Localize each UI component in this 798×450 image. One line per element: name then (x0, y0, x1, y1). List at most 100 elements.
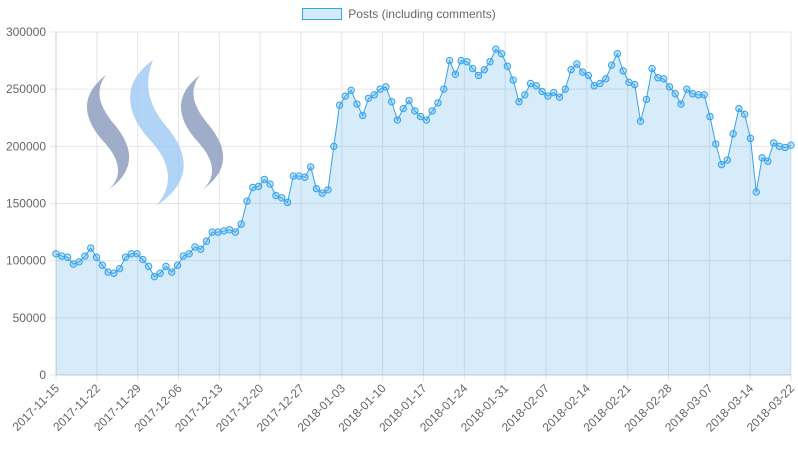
data-point[interactable] (283, 198, 292, 207)
data-point[interactable] (503, 62, 512, 71)
data-point[interactable] (231, 228, 240, 236)
data-point[interactable] (301, 173, 309, 181)
data-point[interactable] (688, 90, 697, 98)
data-point[interactable] (121, 253, 130, 261)
data-point[interactable] (434, 99, 442, 107)
data-point[interactable] (578, 68, 587, 76)
data-point[interactable] (260, 175, 269, 184)
data-point[interactable] (561, 85, 569, 93)
data-point[interactable] (428, 107, 436, 115)
data-point[interactable] (249, 183, 257, 192)
data-point[interactable] (399, 104, 407, 113)
data-point[interactable] (677, 100, 685, 108)
data-point[interactable] (700, 91, 708, 99)
data-point[interactable] (335, 101, 344, 109)
data-point[interactable] (266, 180, 274, 188)
data-point[interactable] (220, 227, 228, 235)
data-point[interactable] (359, 111, 367, 120)
data-point[interactable] (613, 50, 622, 58)
data-point[interactable] (347, 86, 355, 95)
data-point[interactable] (659, 75, 668, 83)
data-point[interactable] (364, 94, 373, 103)
data-point[interactable] (416, 112, 425, 121)
data-point[interactable] (440, 85, 448, 93)
data-point[interactable] (289, 172, 297, 180)
data-point[interactable] (631, 80, 639, 89)
data-point[interactable] (463, 58, 471, 66)
data-point[interactable] (243, 197, 251, 205)
data-point[interactable] (127, 250, 135, 258)
data-point[interactable] (509, 76, 517, 84)
data-point[interactable] (717, 160, 726, 169)
data-point[interactable] (150, 272, 159, 281)
data-point[interactable] (602, 75, 610, 83)
data-point[interactable] (573, 60, 581, 68)
data-point[interactable] (370, 91, 379, 99)
data-point[interactable] (619, 67, 627, 75)
data-point[interactable] (58, 252, 66, 260)
data-point[interactable] (81, 252, 89, 260)
data-point[interactable] (468, 64, 477, 73)
data-point[interactable] (486, 58, 494, 66)
data-point[interactable] (769, 139, 778, 147)
data-point[interactable] (550, 88, 558, 97)
data-point[interactable] (278, 194, 286, 202)
data-point[interactable] (324, 186, 332, 194)
data-point[interactable] (75, 258, 83, 266)
data-point[interactable] (87, 244, 95, 252)
data-point[interactable] (706, 112, 714, 121)
data-point[interactable] (694, 91, 703, 99)
data-point[interactable] (497, 50, 506, 58)
data-point[interactable] (133, 250, 141, 258)
data-point[interactable] (202, 237, 211, 245)
data-point[interactable] (555, 93, 564, 101)
data-point[interactable] (567, 66, 575, 74)
data-point[interactable] (382, 83, 390, 91)
data-point[interactable] (445, 56, 454, 65)
data-point[interactable] (405, 96, 413, 105)
data-point[interactable] (168, 268, 176, 276)
data-point[interactable] (330, 142, 338, 151)
data-point[interactable] (735, 104, 743, 113)
data-point[interactable] (110, 269, 118, 277)
data-point[interactable] (787, 141, 795, 149)
data-point[interactable] (746, 134, 755, 143)
data-point[interactable] (671, 90, 679, 98)
data-point[interactable] (596, 79, 604, 88)
data-point[interactable] (764, 157, 772, 165)
data-point[interactable] (341, 92, 350, 100)
data-point[interactable] (318, 189, 326, 197)
data-point[interactable] (538, 87, 546, 96)
data-point[interactable] (214, 228, 222, 236)
data-point[interactable] (636, 117, 645, 125)
data-point[interactable] (515, 98, 523, 106)
data-point[interactable] (532, 82, 541, 90)
data-point[interactable] (422, 116, 431, 124)
data-point[interactable] (607, 61, 616, 69)
data-point[interactable] (312, 184, 321, 193)
data-point[interactable] (457, 56, 465, 65)
data-point[interactable] (208, 228, 216, 236)
data-point[interactable] (115, 264, 124, 273)
data-point[interactable] (144, 262, 153, 271)
data-point[interactable] (712, 140, 720, 148)
legend-item-posts[interactable]: Posts (including comments) (302, 7, 496, 21)
data-point[interactable] (521, 91, 529, 99)
data-point[interactable] (254, 182, 263, 191)
data-point[interactable] (451, 70, 460, 79)
data-point[interactable] (544, 92, 552, 100)
data-point[interactable] (63, 253, 72, 261)
data-point[interactable] (775, 142, 784, 151)
data-point[interactable] (104, 268, 112, 276)
data-point[interactable] (162, 262, 170, 271)
data-point[interactable] (741, 110, 749, 119)
data-point[interactable] (196, 245, 205, 253)
data-point[interactable] (683, 85, 691, 93)
data-point[interactable] (353, 100, 361, 108)
data-point[interactable] (654, 74, 662, 82)
data-point[interactable] (411, 107, 419, 115)
data-point[interactable] (642, 95, 651, 104)
data-point[interactable] (173, 261, 182, 269)
data-point[interactable] (729, 130, 737, 138)
data-point[interactable] (648, 64, 656, 73)
